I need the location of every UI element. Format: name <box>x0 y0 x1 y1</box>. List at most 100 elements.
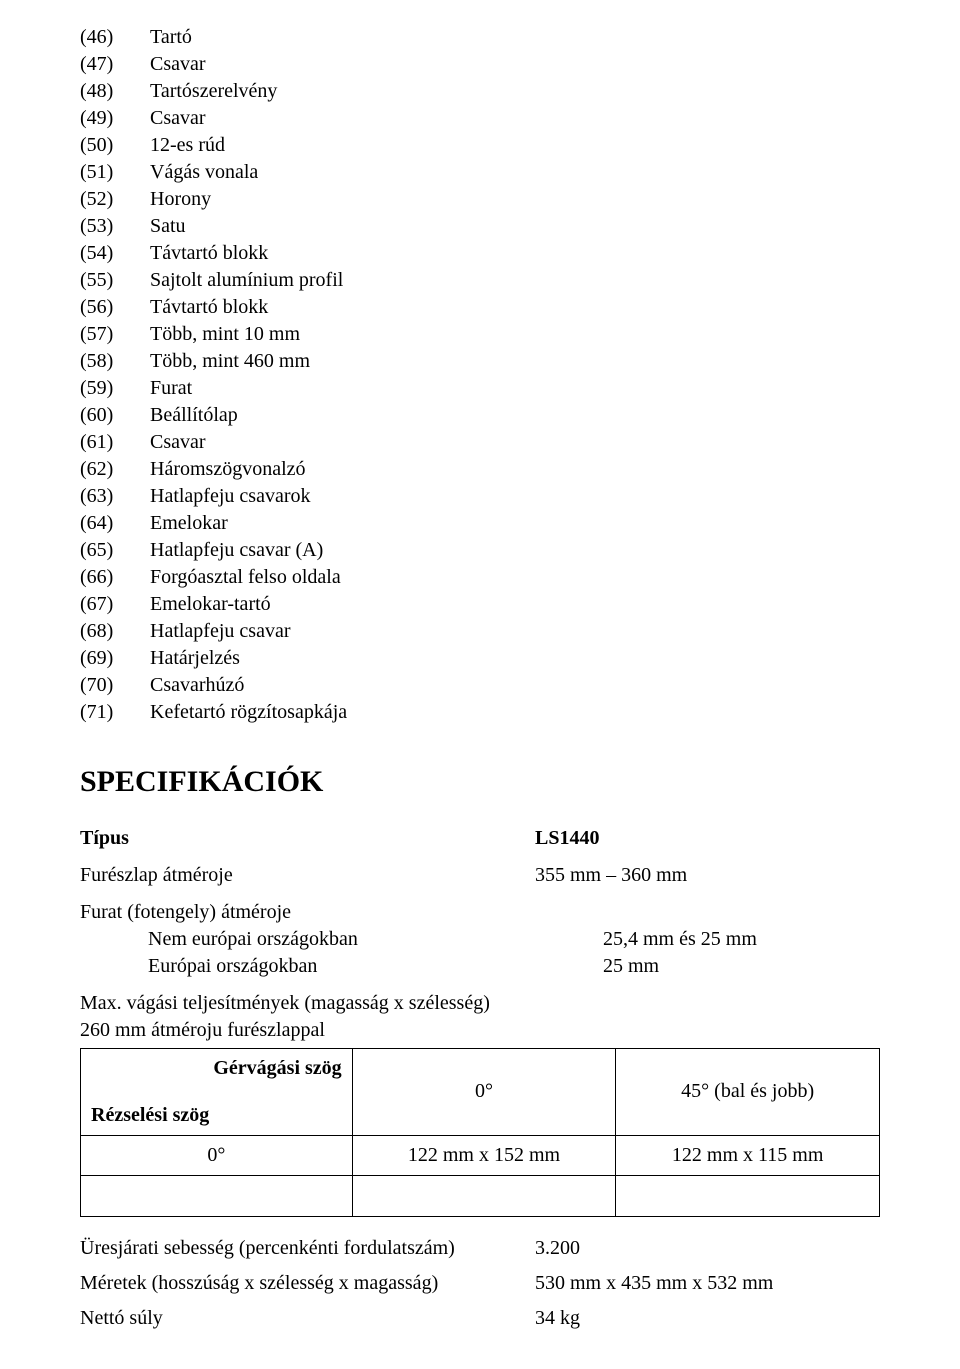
parts-row: (67)Emelokar-tartó <box>80 591 880 618</box>
parts-number: (49) <box>80 105 150 132</box>
parts-name: Határjelzés <box>150 645 240 672</box>
spec-type-label: Típus <box>80 825 535 852</box>
parts-row: (64)Emelokar <box>80 510 880 537</box>
parts-row: (55)Sajtolt alumínium profil <box>80 267 880 294</box>
parts-row: (54)Távtartó blokk <box>80 240 880 267</box>
parts-list: (46)Tartó(47)Csavar(48)Tartószerelvény(4… <box>80 24 880 726</box>
parts-name: Háromszögvonalzó <box>150 456 306 483</box>
parts-number: (70) <box>80 672 150 699</box>
cut-table-col-45: 45° (bal és jobb) <box>616 1048 880 1135</box>
spec-dims-value: 530 mm x 435 mm x 532 mm <box>535 1270 880 1297</box>
parts-number: (66) <box>80 564 150 591</box>
parts-row: (66)Forgóasztal felso oldala <box>80 564 880 591</box>
spec-idle-value: 3.200 <box>535 1235 880 1262</box>
cutting-table: Gérvágási szög Rézselési szög 0° 45° (ba… <box>80 1048 880 1217</box>
parts-number: (57) <box>80 321 150 348</box>
parts-number: (67) <box>80 591 150 618</box>
parts-number: (71) <box>80 699 150 726</box>
parts-row: (53)Satu <box>80 213 880 240</box>
parts-number: (68) <box>80 618 150 645</box>
spec-bore-eu-value: 25 mm <box>603 953 880 980</box>
parts-name: Furat <box>150 375 192 402</box>
spec-bore-noneu-label: Nem európai országokban <box>80 926 603 953</box>
cut-table-empty-1 <box>352 1175 616 1216</box>
parts-name: Távtartó blokk <box>150 240 268 267</box>
parts-number: (54) <box>80 240 150 267</box>
cut-table-empty-0 <box>81 1175 353 1216</box>
parts-number: (50) <box>80 132 150 159</box>
parts-name: Csavarhúzó <box>150 672 244 699</box>
parts-row: (59)Furat <box>80 375 880 402</box>
parts-name: Beállítólap <box>150 402 238 429</box>
cut-table-row0-c45: 122 mm x 115 mm <box>616 1135 880 1175</box>
parts-number: (59) <box>80 375 150 402</box>
cut-table-header-corner: Gérvágási szög Rézselési szög <box>81 1048 353 1135</box>
parts-name: Hatlapfeju csavar (A) <box>150 537 323 564</box>
parts-row: (52)Horony <box>80 186 880 213</box>
parts-number: (64) <box>80 510 150 537</box>
spec-weight-value: 34 kg <box>535 1305 880 1332</box>
parts-name: Több, mint 10 mm <box>150 321 300 348</box>
parts-name: Tartószerelvény <box>150 78 277 105</box>
spec-row-bore: Furat (fotengely) átméroje Nem európai o… <box>80 899 880 980</box>
spec-bore-label: Furat (fotengely) átméroje <box>80 899 880 926</box>
parts-row: (57)Több, mint 10 mm <box>80 321 880 348</box>
footer-specs: Üresjárati sebesség (percenkénti fordula… <box>80 1235 880 1332</box>
parts-number: (61) <box>80 429 150 456</box>
parts-row: (60)Beállítólap <box>80 402 880 429</box>
parts-number: (65) <box>80 537 150 564</box>
parts-number: (60) <box>80 402 150 429</box>
parts-row: (70)Csavarhúzó <box>80 672 880 699</box>
parts-name: Hatlapfeju csavar <box>150 618 290 645</box>
parts-row: (62)Háromszögvonalzó <box>80 456 880 483</box>
parts-number: (53) <box>80 213 150 240</box>
spec-row-type: Típus LS1440 <box>80 825 880 852</box>
spec-blade-dia-label: Furészlap átméroje <box>80 862 535 889</box>
spec-dims-label: Méretek (hosszúság x szélesség x magassá… <box>80 1270 535 1297</box>
parts-name: Sajtolt alumínium profil <box>150 267 343 294</box>
parts-name: Több, mint 460 mm <box>150 348 310 375</box>
parts-name: Horony <box>150 186 211 213</box>
cut-table-hdr-bevel: Rézselési szög <box>91 1102 209 1129</box>
parts-row: (47)Csavar <box>80 51 880 78</box>
parts-number: (48) <box>80 78 150 105</box>
spec-idle-label: Üresjárati sebesség (percenkénti fordula… <box>80 1235 535 1262</box>
page: (46)Tartó(47)Csavar(48)Tartószerelvény(4… <box>0 0 960 1369</box>
cut-table-row0-c0: 122 mm x 152 mm <box>352 1135 616 1175</box>
parts-row: (58)Több, mint 460 mm <box>80 348 880 375</box>
parts-row: (71)Kefetartó rögzítosapkája <box>80 699 880 726</box>
parts-name: Kefetartó rögzítosapkája <box>150 699 347 726</box>
parts-number: (69) <box>80 645 150 672</box>
parts-name: Satu <box>150 213 186 240</box>
parts-number: (46) <box>80 24 150 51</box>
spec-type-value: LS1440 <box>535 825 880 852</box>
spec-weight-label: Nettó súly <box>80 1305 535 1332</box>
parts-row: (51)Vágás vonala <box>80 159 880 186</box>
parts-name: Emelokar-tartó <box>150 591 271 618</box>
parts-name: Távtartó blokk <box>150 294 268 321</box>
parts-row: (48)Tartószerelvény <box>80 78 880 105</box>
parts-row: (50)12-es rúd <box>80 132 880 159</box>
parts-number: (51) <box>80 159 150 186</box>
parts-name: Tartó <box>150 24 192 51</box>
spec-row-blade-dia: Furészlap átméroje 355 mm – 360 mm <box>80 862 880 889</box>
parts-number: (62) <box>80 456 150 483</box>
cut-table-col-0: 0° <box>352 1048 616 1135</box>
parts-number: (55) <box>80 267 150 294</box>
parts-number: (58) <box>80 348 150 375</box>
parts-number: (52) <box>80 186 150 213</box>
spec-bore-noneu-value: 25,4 mm és 25 mm <box>603 926 880 953</box>
parts-row: (49)Csavar <box>80 105 880 132</box>
parts-row: (46)Tartó <box>80 24 880 51</box>
spec-maxcut-line2: 260 mm átméroju furészlappal <box>80 1017 880 1044</box>
parts-number: (47) <box>80 51 150 78</box>
parts-name: Vágás vonala <box>150 159 258 186</box>
parts-row: (68)Hatlapfeju csavar <box>80 618 880 645</box>
spec-maxcut-line1: Max. vágási teljesítmények (magasság x s… <box>80 990 880 1017</box>
parts-row: (56)Távtartó blokk <box>80 294 880 321</box>
parts-name: Csavar <box>150 105 206 132</box>
parts-name: Hatlapfeju csavarok <box>150 483 310 510</box>
spec-row-dims: Méretek (hosszúság x szélesség x magassá… <box>80 1270 880 1297</box>
parts-row: (63)Hatlapfeju csavarok <box>80 483 880 510</box>
cut-table-empty-2 <box>616 1175 880 1216</box>
